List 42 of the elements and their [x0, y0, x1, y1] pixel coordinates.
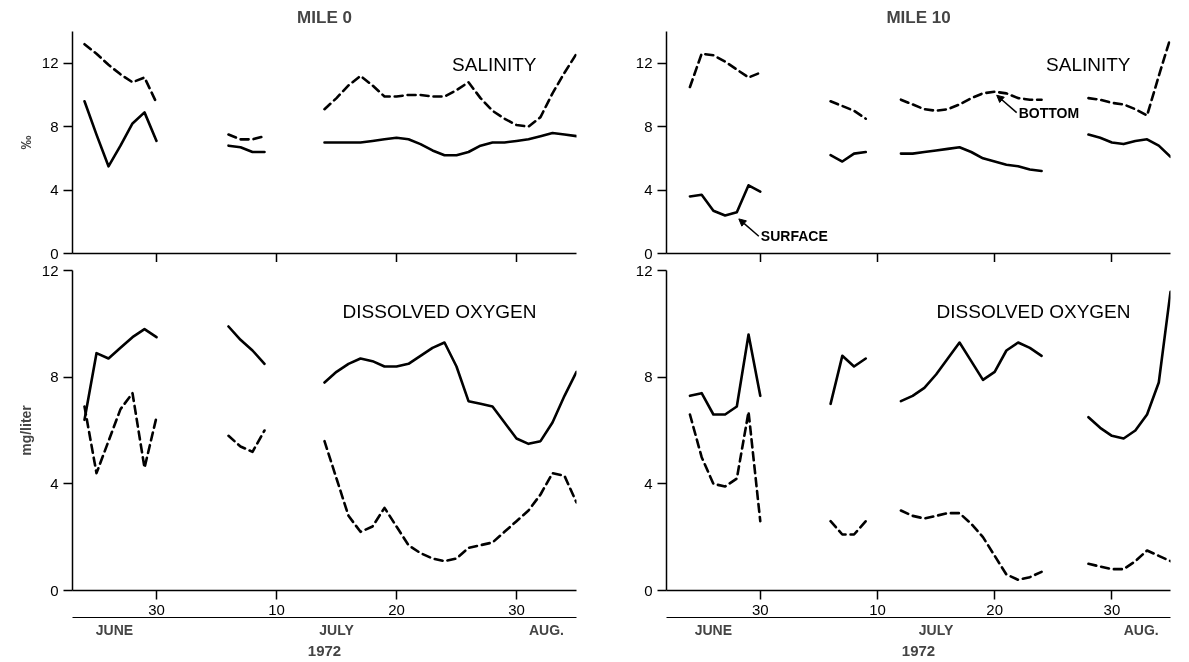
text: AUG.: [1123, 621, 1159, 638]
y-tick-label: 4: [644, 474, 653, 492]
y-tick-label: 4: [644, 181, 653, 199]
y-tick-label: 4: [50, 181, 59, 199]
y-axis-title: ‰: [17, 135, 34, 150]
y-tick-label: 8: [50, 117, 59, 135]
y-tick-label: 0: [644, 244, 653, 262]
y-tick-label: 12: [635, 54, 653, 72]
x-tick-label: 20: [986, 600, 1004, 618]
text: JUNE: [95, 621, 134, 638]
y-tick-label: 8: [644, 117, 653, 135]
text: JULY: [918, 621, 954, 638]
text: DISSOLVED OXYGEN: [342, 300, 537, 322]
text: AUG.: [529, 621, 564, 638]
x-tick-label: 20: [388, 600, 405, 618]
y-tick-label: 12: [41, 261, 59, 279]
y-tick-label: 12: [635, 261, 653, 279]
x-axis-title: 1972: [307, 641, 342, 659]
y-tick-label: 8: [644, 368, 653, 386]
x-tick-label: 10: [268, 600, 285, 618]
y-tick-label: 0: [644, 581, 653, 599]
text: DISSOLVED OXYGEN: [936, 300, 1131, 322]
chart-title: MILE 10: [886, 7, 951, 27]
y-tick-label: 8: [50, 368, 59, 386]
text: SALINITY: [452, 53, 537, 75]
x-tick-label: 30: [148, 600, 165, 618]
x-tick-label: 10: [869, 600, 886, 618]
y-axis-title: mg/liter: [17, 404, 34, 456]
chart-title: MILE 0: [297, 7, 352, 27]
annotation: BOTTOM: [1018, 104, 1080, 121]
y-tick-label: 0: [50, 581, 59, 599]
y-tick-label: 4: [50, 474, 59, 492]
text: JUNE: [694, 621, 733, 638]
text: JULY: [319, 621, 355, 638]
x-tick-label: 30: [508, 600, 525, 618]
y-tick-label: 0: [50, 244, 59, 262]
x-axis-title: 1972: [901, 641, 936, 659]
y-tick-label: 12: [41, 54, 59, 72]
annotation: SURFACE: [760, 228, 828, 245]
x-tick-label: 30: [751, 600, 769, 618]
text: SALINITY: [1046, 53, 1131, 75]
x-tick-label: 30: [1103, 600, 1121, 618]
